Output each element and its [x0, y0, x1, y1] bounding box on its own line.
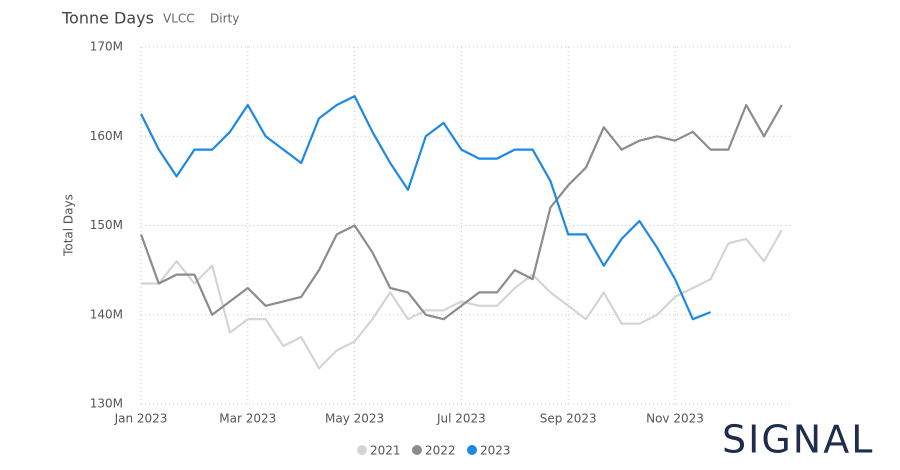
tag: VLCC [163, 12, 195, 26]
legend-label: 2022 [425, 444, 456, 458]
legend-swatch [467, 445, 477, 455]
y-tick-label: 160M [90, 129, 123, 143]
legend-label: 2023 [480, 444, 511, 458]
x-tick-label: Jul 2023 [436, 412, 486, 426]
y-tick-label: 150M [90, 218, 123, 232]
logo: SIGNAL [722, 418, 874, 462]
legend-swatch [412, 445, 422, 455]
x-tick-label: Nov 2023 [646, 412, 704, 426]
y-axis-title: Total Days [62, 194, 76, 257]
tag: Dirty [210, 12, 239, 26]
x-tick-label: Sep 2023 [540, 412, 597, 426]
y-tick-label: 130M [90, 397, 123, 411]
y-tick-label: 140M [90, 307, 123, 321]
legend-swatch [357, 445, 367, 455]
series-line [140, 95, 712, 321]
series-line [141, 229, 783, 370]
series-line [139, 103, 783, 321]
x-tick-label: Jan 2023 [114, 412, 168, 426]
legend-label: 2021 [370, 444, 401, 458]
x-tick-label: May 2023 [325, 412, 384, 426]
x-tick-label: Mar 2023 [219, 412, 276, 426]
chart-title: Tonne Days [61, 9, 154, 28]
y-tick-label: 170M [90, 40, 123, 54]
